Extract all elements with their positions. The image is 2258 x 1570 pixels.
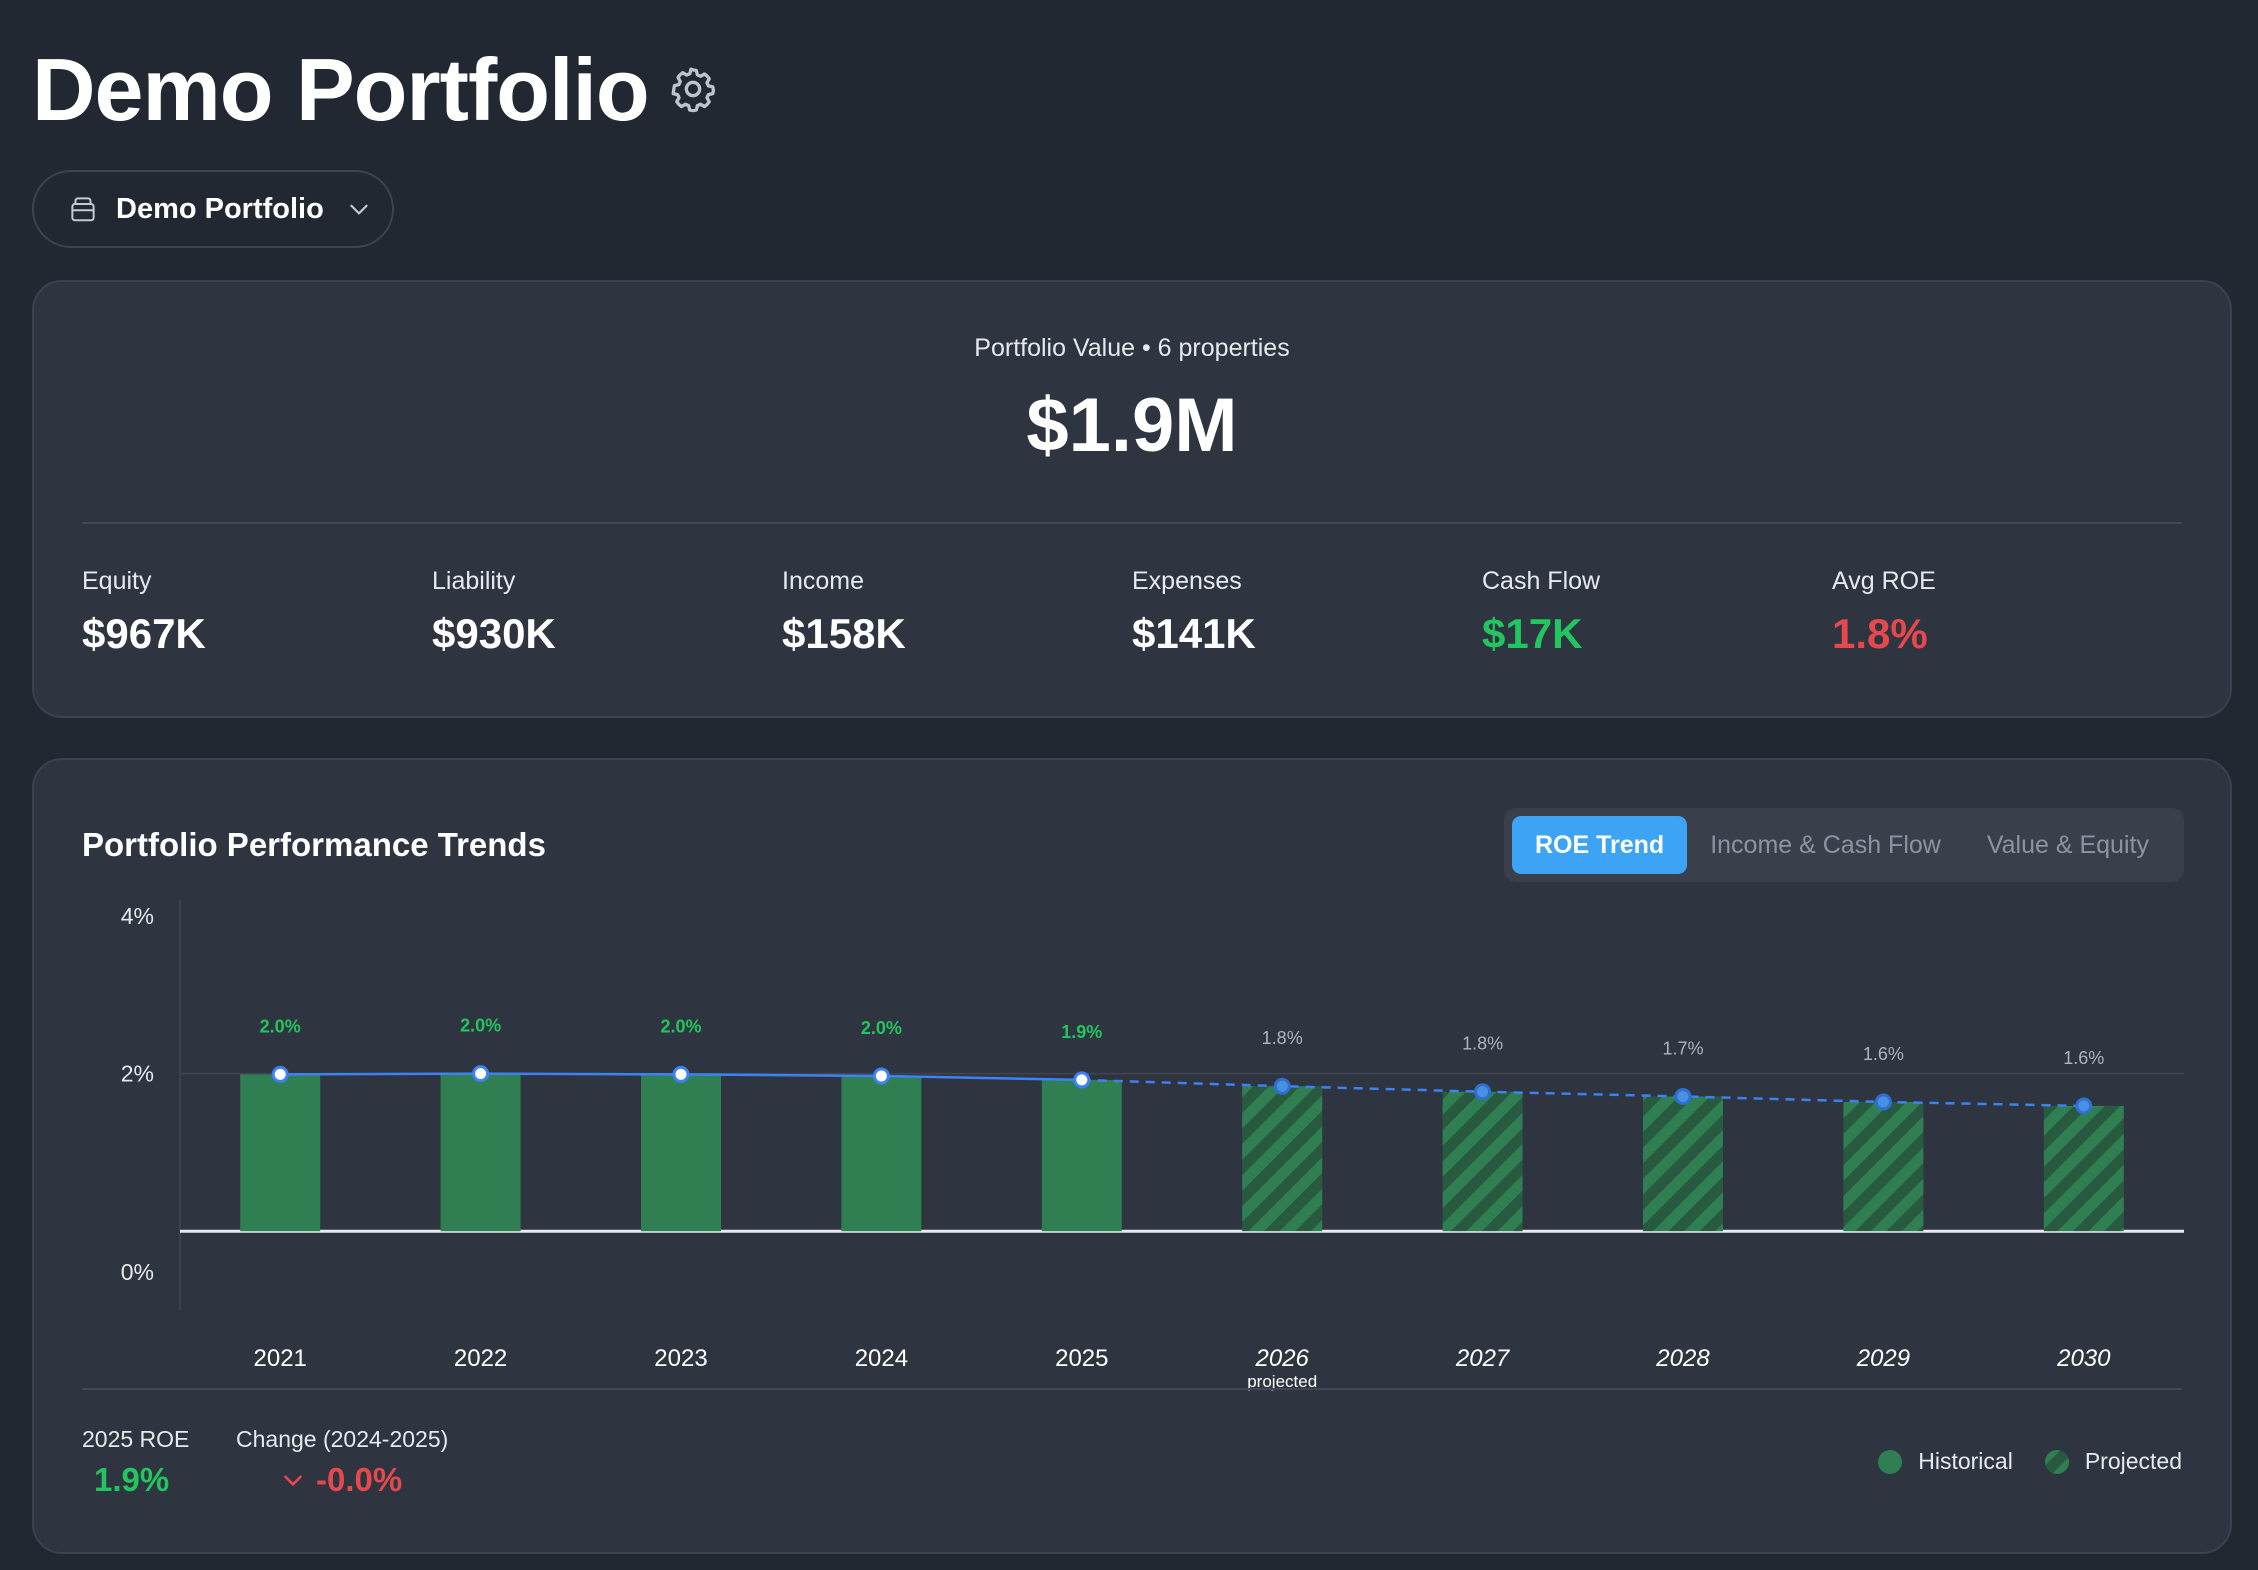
x-tick-label: 2022 [454, 1345, 507, 1372]
stat-label: Avg ROE [1832, 567, 1936, 595]
stat-equity: Equity $967K [82, 567, 432, 658]
data-label: 2.0% [861, 1018, 902, 1038]
trend-point [1874, 1093, 1892, 1111]
tab-roe-trend[interactable]: ROE Trend [1512, 816, 1688, 874]
trend-point [2075, 1097, 2093, 1115]
x-tick-label: 2021 [254, 1345, 307, 1372]
projected-trend-line [1081, 1078, 2084, 1108]
bar-historical [440, 1073, 521, 1232]
data-label: 1.7% [1662, 1038, 1703, 1058]
data-label: 1.9% [1061, 1022, 1102, 1042]
bar-projected [1442, 1091, 1523, 1232]
x-tick-label: 2029 [1856, 1345, 1910, 1372]
tab-income-cash-flow[interactable]: Income & Cash Flow [1710, 830, 1941, 859]
performance-trends-card: Portfolio Performance Trends ROE Trend I… [32, 758, 2232, 1554]
stat-liability: Liability $930K [432, 567, 782, 658]
legend-projected-swatch [2044, 1449, 2069, 1474]
gear-icon[interactable] [668, 64, 718, 114]
trend-point [472, 1065, 490, 1083]
trend-tabs: ROE Trend Income & Cash Flow Value & Equ… [1504, 808, 2184, 882]
x-tick-label: 2024 [855, 1345, 908, 1372]
stat-label: Expenses [1132, 567, 1242, 595]
x-tick-label: 2026 [1255, 1345, 1310, 1372]
trend-point [872, 1067, 890, 1085]
legend-historical-swatch [1878, 1449, 1903, 1474]
trend-point [1674, 1087, 1692, 1105]
bar-historical [1041, 1079, 1122, 1232]
legend-projected: Projected [2044, 1448, 2182, 1475]
portfolio-value: $1.9M [1026, 383, 1238, 468]
stat-label: Cash Flow [1482, 567, 1601, 595]
bar-projected [1643, 1096, 1723, 1232]
divider [82, 522, 2182, 524]
legend-projected-label: Projected [2084, 1448, 2182, 1474]
trend-point [271, 1065, 289, 1083]
roe-change-value: -0.0% [316, 1461, 403, 1498]
stat-avg-roe: Avg ROE 1.8% [1832, 567, 2182, 658]
portfolio-value-subtitle: Portfolio Value • 6 properties [974, 334, 1290, 362]
stat-cash-flow: Cash Flow $17K [1482, 567, 1832, 658]
portfolio-selector-label: Demo Portfolio [116, 192, 324, 225]
y-tick-label: 4% [121, 903, 154, 929]
bar-projected [2043, 1105, 2124, 1232]
stat-income: Income $158K [782, 567, 1132, 658]
portfolio-selector[interactable]: Demo Portfolio [32, 170, 394, 248]
data-label: 2.0% [460, 1016, 501, 1036]
stat-label: Equity [82, 567, 152, 595]
x-tick-label: 2028 [1655, 1345, 1710, 1372]
data-label: 1.6% [2063, 1048, 2104, 1068]
roe-current-value: 1.9% [94, 1461, 170, 1498]
bar-historical [641, 1074, 721, 1232]
trend-point [672, 1065, 690, 1083]
chart-legend: Historical Projected [1846, 1448, 2182, 1475]
x-tick-label: 2025 [1055, 1345, 1108, 1372]
trend-point [1273, 1077, 1291, 1095]
legend-historical-label: Historical [1918, 1448, 2013, 1474]
stat-value: $17K [1482, 610, 1583, 657]
stat-value: 1.8% [1832, 610, 1928, 657]
stat-label: Income [782, 567, 864, 595]
chevron-down-icon [284, 1475, 302, 1486]
bar-projected [1843, 1101, 1924, 1232]
summary-stats: Equity $967K Liability $930K Income $158… [82, 567, 2182, 658]
roe-trend-chart: 4% 2% 0% 2.0% 2021 2.0% 2022 2.0% 2023 2.0% 2024 1… [121, 900, 2184, 1391]
y-tick-label: 0% [121, 1259, 154, 1285]
trend-point [1073, 1071, 1091, 1089]
stat-value: $158K [782, 610, 906, 657]
stat-value: $967K [82, 610, 206, 657]
x-tick-label: 2023 [654, 1345, 707, 1372]
roe-current: 2025 ROE 1.9% [82, 1426, 189, 1499]
wallet-icon [71, 197, 95, 222]
trends-title: Portfolio Performance Trends [82, 826, 546, 863]
bar-projected [1242, 1086, 1323, 1232]
stat-value: $141K [1132, 610, 1256, 657]
roe-change-label: Change (2024-2025) [236, 1426, 449, 1452]
data-label: 1.6% [1863, 1044, 1904, 1064]
roe-change: Change (2024-2025) -0.0% [236, 1426, 448, 1499]
page-title: Demo Portfolio [32, 40, 650, 139]
trend-point [1474, 1083, 1492, 1101]
roe-current-label: 2025 ROE [82, 1426, 190, 1452]
x-tick-label: 2027 [1455, 1345, 1511, 1372]
roe-change-row: -0.0% [236, 1461, 448, 1499]
data-label: 1.8% [1462, 1034, 1503, 1054]
divider [82, 1388, 2182, 1390]
tab-value-equity[interactable]: Value & Equity [1986, 830, 2149, 859]
bar-historical [240, 1074, 321, 1232]
chevron-down-icon [350, 204, 368, 215]
data-label: 2.0% [660, 1016, 701, 1036]
data-label: 2.0% [260, 1016, 301, 1036]
projected-note: projected [1247, 1372, 1317, 1391]
portfolio-summary-card: Portfolio Value • 6 properties $1.9M Equ… [32, 280, 2232, 718]
stat-value: $930K [432, 610, 556, 657]
data-label: 1.8% [1262, 1028, 1303, 1048]
stat-label: Liability [432, 567, 516, 595]
x-tick-label: 2030 [2056, 1345, 2111, 1372]
y-tick-label: 2% [121, 1061, 154, 1087]
bar-historical [841, 1075, 922, 1232]
stat-expenses: Expenses $141K [1132, 567, 1482, 658]
legend-historical: Historical [1878, 1448, 2013, 1475]
